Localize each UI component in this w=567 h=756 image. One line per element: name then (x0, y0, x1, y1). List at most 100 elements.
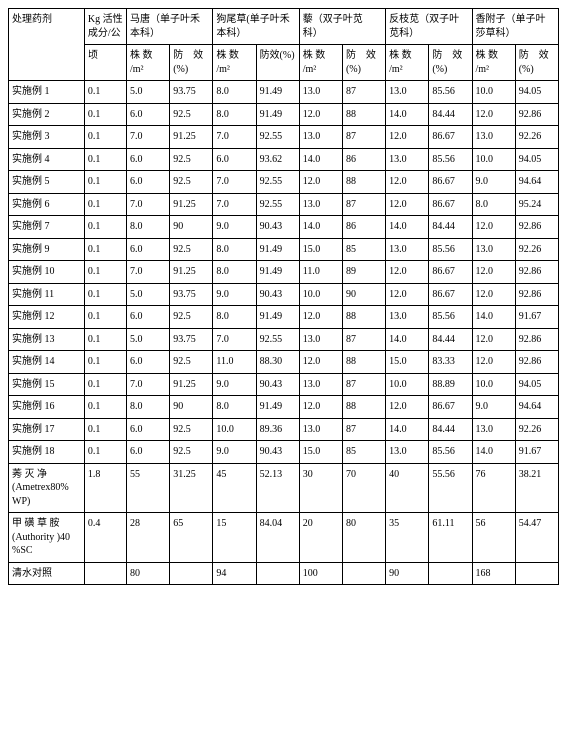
row-label: 实施例 15 (9, 373, 85, 396)
row-dose: 0.1 (84, 373, 126, 396)
cell: 92.5 (170, 351, 213, 374)
cell: 11.0 (213, 351, 256, 374)
row-label: 实施例 7 (9, 216, 85, 239)
sub-count-1: 株 数/m² (213, 45, 256, 81)
cell: 12.0 (386, 193, 429, 216)
cell: 10.0 (472, 81, 515, 104)
cell: 88 (342, 396, 385, 419)
cell: 12.0 (299, 306, 342, 329)
cell: 13.0 (299, 328, 342, 351)
cell: 7.0 (127, 373, 170, 396)
cell: 10.0 (472, 373, 515, 396)
cell: 12.0 (472, 351, 515, 374)
cell (170, 562, 213, 585)
cell: 85.56 (429, 306, 472, 329)
cell: 87 (342, 81, 385, 104)
data-row: 实施例 50.16.092.57.092.5512.08812.086.679.… (9, 171, 559, 194)
cell: 91.25 (170, 126, 213, 149)
weed-header-4: 香附子（单子叶莎草科） (472, 9, 559, 45)
cell: 87 (342, 193, 385, 216)
cell: 6.0 (127, 171, 170, 194)
cell: 12.0 (386, 261, 429, 284)
data-row: 实施例 140.16.092.511.088.3012.08815.083.33… (9, 351, 559, 374)
row-label: 实施例 16 (9, 396, 85, 419)
cell: 14.0 (299, 216, 342, 239)
cell: 92.86 (515, 261, 558, 284)
cell: 15.0 (386, 351, 429, 374)
cell: 84.44 (429, 216, 472, 239)
data-row: 实施例 40.16.092.56.093.6214.08613.085.5610… (9, 148, 559, 171)
cell: 7.0 (127, 126, 170, 149)
cell: 12.0 (472, 216, 515, 239)
row-label: 实施例 18 (9, 441, 85, 464)
row-dose: 0.1 (84, 238, 126, 261)
cell: 14.0 (472, 306, 515, 329)
sub-count-2: 株 数/m² (299, 45, 342, 81)
cell: 86.67 (429, 261, 472, 284)
cell: 6.0 (127, 103, 170, 126)
cell: 92.55 (256, 126, 299, 149)
cell: 100 (299, 562, 342, 585)
data-row: 实施例 60.17.091.257.092.5513.08712.086.678… (9, 193, 559, 216)
row-dose: 0.1 (84, 81, 126, 104)
row-dose: 0.1 (84, 103, 126, 126)
cell: 86 (342, 148, 385, 171)
cell: 5.0 (127, 283, 170, 306)
cell: 86.67 (429, 283, 472, 306)
cell: 94.64 (515, 396, 558, 419)
row-dose: 0.1 (84, 418, 126, 441)
cell: 13.0 (472, 126, 515, 149)
cell: 92.5 (170, 238, 213, 261)
cell: 92.86 (515, 351, 558, 374)
cell: 55.56 (429, 463, 472, 513)
cell: 7.0 (213, 126, 256, 149)
cell: 90.43 (256, 216, 299, 239)
col-treatment: 处理药剂 (9, 9, 85, 81)
cell: 92.86 (515, 283, 558, 306)
cell: 14.0 (386, 216, 429, 239)
cell: 91.25 (170, 373, 213, 396)
cell: 90 (170, 396, 213, 419)
cell: 93.75 (170, 283, 213, 306)
cell: 91.49 (256, 103, 299, 126)
row-label: 实施例 11 (9, 283, 85, 306)
row-label: 实施例 10 (9, 261, 85, 284)
data-row: 实施例 10.15.093.758.091.4913.08713.085.561… (9, 81, 559, 104)
col-dose: Kg 活性成分/公 (84, 9, 126, 45)
cell: 15.0 (299, 441, 342, 464)
cell: 7.0 (127, 261, 170, 284)
weed-header-1: 狗尾草(单子叶禾本科） (213, 9, 299, 45)
data-row: 实施例 20.16.092.58.091.4912.08814.084.4412… (9, 103, 559, 126)
cell: 89 (342, 261, 385, 284)
control-row: 清水对照809410090168 (9, 562, 559, 585)
cell: 87 (342, 418, 385, 441)
cell: 91.25 (170, 193, 213, 216)
row-dose: 0.1 (84, 306, 126, 329)
cell: 84.04 (256, 513, 299, 563)
cell: 13.0 (299, 193, 342, 216)
cell: 10.0 (213, 418, 256, 441)
cell: 92.5 (170, 148, 213, 171)
cell: 83.33 (429, 351, 472, 374)
cell: 13.0 (299, 126, 342, 149)
cell: 94.05 (515, 81, 558, 104)
cell: 94.64 (515, 171, 558, 194)
row-dose: 0.1 (84, 351, 126, 374)
cell: 92.86 (515, 216, 558, 239)
cell: 85.56 (429, 238, 472, 261)
cell: 45 (213, 463, 256, 513)
row-label: 甲 磺 草 胺(Authority )40%SC (9, 513, 85, 563)
cell: 90 (386, 562, 429, 585)
cell: 92.55 (256, 171, 299, 194)
row-label: 实施例 5 (9, 171, 85, 194)
data-row: 实施例 150.17.091.259.090.4313.08710.088.89… (9, 373, 559, 396)
cell: 61.11 (429, 513, 472, 563)
cell: 84.44 (429, 328, 472, 351)
cell: 5.0 (127, 328, 170, 351)
cell: 13.0 (386, 306, 429, 329)
cell: 12.0 (472, 283, 515, 306)
cell: 91.67 (515, 441, 558, 464)
cell: 86.67 (429, 126, 472, 149)
data-row: 实施例 170.16.092.510.089.3613.08714.084.44… (9, 418, 559, 441)
cell: 40 (386, 463, 429, 513)
